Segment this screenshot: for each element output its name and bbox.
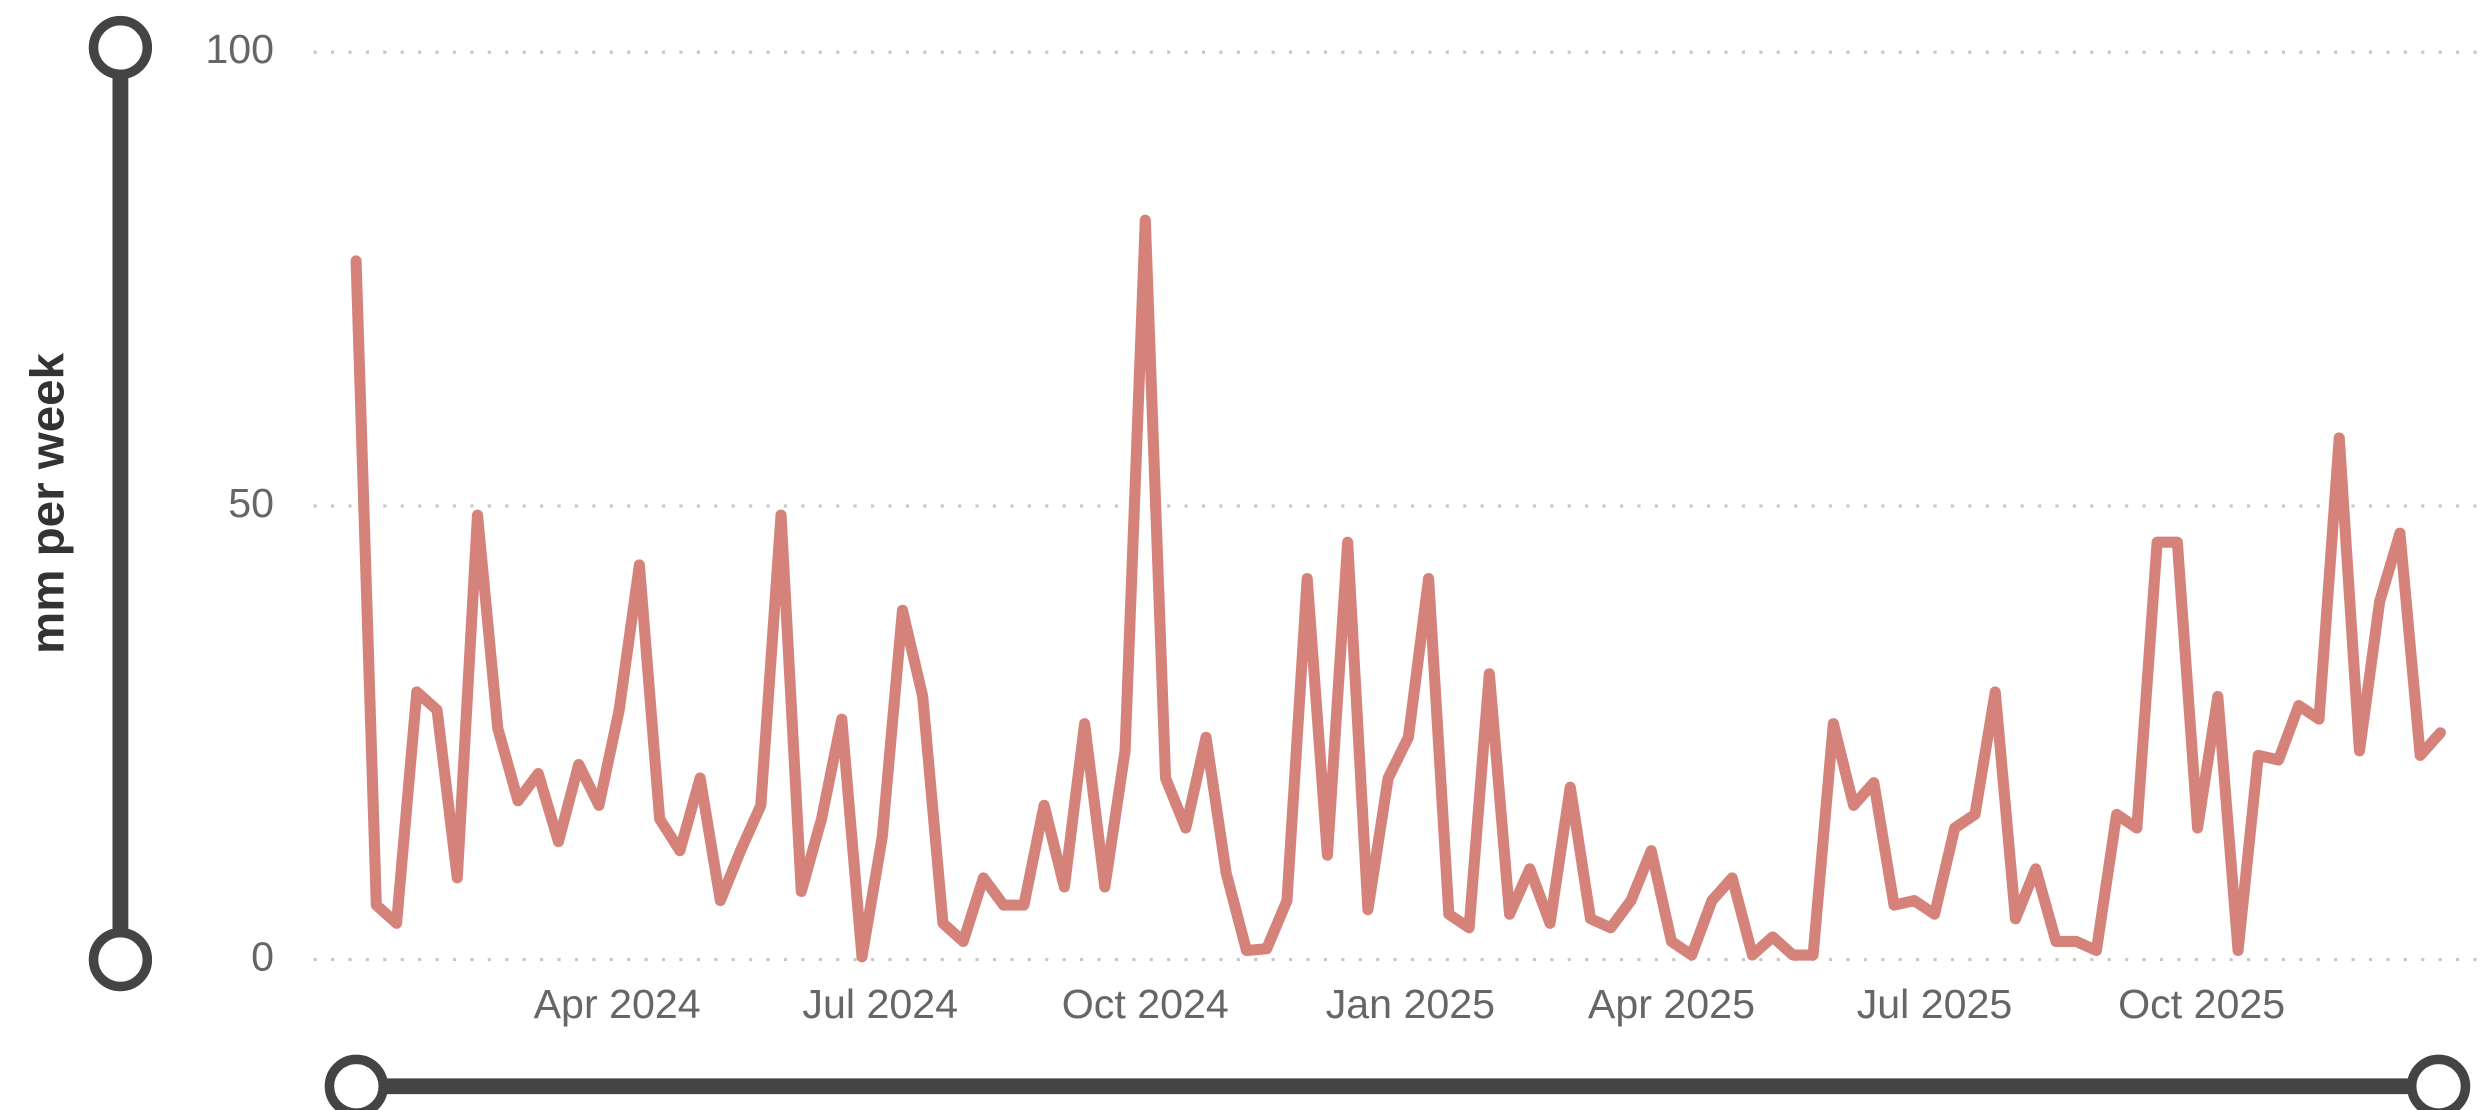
y-tick-label: 0 bbox=[251, 933, 274, 979]
y-range-handle[interactable] bbox=[88, 15, 153, 80]
x-tick-label: Jul 2024 bbox=[802, 981, 958, 1027]
x-tick-label: Jul 2025 bbox=[1857, 981, 2013, 1027]
x-tick-label: Apr 2025 bbox=[1588, 981, 1755, 1027]
x-tick-label: Oct 2024 bbox=[1062, 981, 1229, 1027]
y-range-handle[interactable] bbox=[88, 927, 153, 992]
x-tick-label: Apr 2024 bbox=[534, 981, 701, 1027]
y-tick-label: 50 bbox=[228, 480, 274, 526]
x-range-handle[interactable] bbox=[324, 1054, 389, 1110]
x-range-handle[interactable] bbox=[2406, 1054, 2471, 1110]
x-tick-label: Oct 2025 bbox=[2118, 981, 2285, 1027]
data-line bbox=[350, 214, 2446, 963]
y-tick-label: 100 bbox=[205, 26, 274, 72]
y-axis-label: mm per week bbox=[21, 352, 74, 654]
x-tick-label: Jan 2025 bbox=[1326, 981, 1495, 1027]
